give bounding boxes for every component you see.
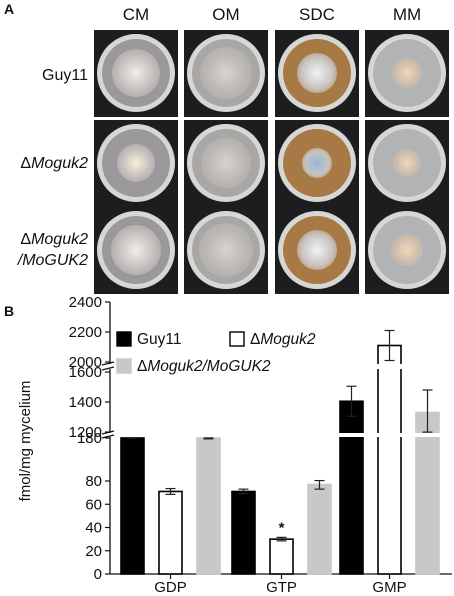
- fungal-colony: [393, 149, 421, 177]
- bar-gdp-series2: [158, 490, 183, 575]
- plate-sdc-row2: [275, 120, 359, 207]
- row-label-complemented: ΔMoguk2 /MoGUK2: [17, 231, 88, 269]
- significance-marker: *: [279, 519, 285, 536]
- bar-gdp-series1: [120, 437, 145, 575]
- column-label-om: OM: [212, 5, 240, 24]
- plate-om-row2: [184, 120, 268, 207]
- fungal-colony: [201, 138, 251, 188]
- legend-swatch-series1: [116, 331, 132, 347]
- fungal-colony: [117, 144, 155, 182]
- bar-gtp-series3: [307, 483, 332, 575]
- axis-break-mark: [101, 430, 115, 435]
- bar-gtp-series1: [231, 490, 256, 575]
- panel-a-letter: A: [4, 1, 15, 17]
- bar-gtp-series2: [269, 538, 294, 575]
- plate-cm-row1: [94, 30, 178, 117]
- y-tick-label: 2200: [69, 324, 102, 341]
- x-tick-label-gmp: GMP: [372, 579, 406, 596]
- fungal-colony: [302, 148, 332, 178]
- y-tick-label: 1400: [69, 394, 102, 411]
- plate-sdc-row3: [275, 207, 359, 294]
- column-label-mm: MM: [392, 5, 422, 24]
- axis-break-mark: [101, 366, 115, 371]
- row-label-moguk2: ΔMoguk2: [20, 155, 88, 172]
- column-label-cm: CM: [122, 5, 150, 24]
- fungal-colony: [392, 58, 422, 88]
- bar-gmp-series1: [339, 400, 364, 575]
- bar-gmp-series2: [377, 344, 402, 575]
- bar-gdp-series3: [196, 437, 221, 575]
- panel-b-letter: B: [4, 303, 15, 319]
- plate-cm-row2: [94, 120, 178, 207]
- plate-cm-row3: [94, 207, 178, 294]
- fungal-colony: [199, 223, 253, 277]
- plate-sdc-row1: [275, 30, 359, 117]
- fungal-colony: [111, 225, 161, 275]
- fungal-colony: [112, 49, 160, 97]
- y-tick-label: 40: [85, 520, 102, 537]
- legend-swatch-series2: [229, 331, 245, 347]
- y-tick-label: 20: [85, 543, 102, 560]
- x-tick-label-gtp: GTP: [266, 579, 297, 596]
- legend-label-series1: Guy11: [137, 331, 182, 348]
- y-axis-title: fmol/mg mycelium: [17, 381, 34, 502]
- column-label-sdc: SDC: [299, 5, 335, 24]
- y-tick-label: 1600: [69, 364, 102, 381]
- y-tick-label: 80: [85, 473, 102, 490]
- y-tick-label: 2000: [69, 354, 102, 371]
- y-tick-label: 2400: [69, 294, 102, 311]
- axis-break-mark: [101, 361, 115, 366]
- plate-mm-row3: [365, 207, 449, 294]
- x-tick-label-gdp: GDP: [154, 579, 187, 596]
- axis-break-gap-1: [102, 433, 452, 437]
- fungal-colony: [391, 234, 423, 266]
- plate-mm-row2: [365, 120, 449, 207]
- y-tick-label: 0: [94, 566, 102, 583]
- axis-break-gap-2: [102, 364, 452, 369]
- fungal-colony: [297, 53, 337, 93]
- legend-label-series2: ΔMoguk2: [250, 331, 316, 348]
- y-tick-label: 1200: [69, 424, 102, 441]
- legend-swatch-series3: [116, 358, 132, 374]
- plate-mm-row1: [365, 30, 449, 117]
- fungal-colony: [297, 230, 337, 270]
- y-tick-label: 180: [77, 430, 102, 447]
- row-label-guy11: Guy11: [42, 67, 88, 84]
- legend-label-series3: ΔMoguk2/MoGUK2: [137, 358, 271, 375]
- axis-break-mark: [101, 434, 115, 439]
- plate-om-row3: [184, 207, 268, 294]
- fungal-colony: [200, 47, 252, 99]
- y-tick-label: 60: [85, 496, 102, 513]
- plate-om-row1: [184, 30, 268, 117]
